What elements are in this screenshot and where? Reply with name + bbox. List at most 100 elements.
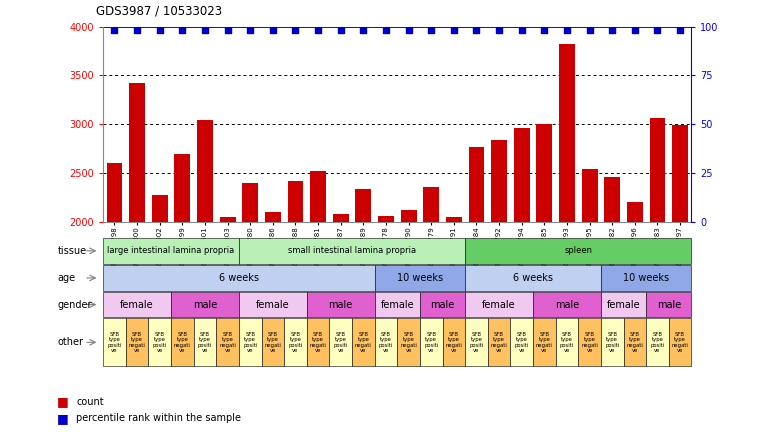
Bar [514,128,529,222]
Text: 6 weeks: 6 weeks [513,273,553,283]
Point [674,27,686,34]
Bar [106,163,122,222]
Text: 6 weeks: 6 weeks [219,273,259,283]
Text: female: female [120,300,154,309]
Bar [581,169,597,222]
Point [448,27,460,34]
Text: SFB
type
negati
ve: SFB type negati ve [581,332,598,353]
Bar [242,183,258,222]
Text: gender: gender [57,300,92,309]
Text: SFB
type
positi
ve: SFB type positi ve [243,332,257,353]
Bar [627,202,643,222]
Point [629,27,641,34]
Point [425,27,437,34]
Text: male: male [430,300,455,309]
Point [335,27,347,34]
Text: SFB
type
positi
ve: SFB type positi ve [153,332,167,353]
Bar [491,140,507,222]
Bar [287,181,303,222]
Text: SFB
type
negati
ve: SFB type negati ve [400,332,417,353]
Bar [197,120,213,222]
Text: SFB
type
positi
ve: SFB type positi ve [650,332,665,353]
Text: SFB
type
positi
ve: SFB type positi ve [469,332,484,353]
Bar [355,189,371,222]
Text: male: male [193,300,217,309]
Bar [152,194,167,222]
Text: SFB
type
negati
ve: SFB type negati ve [536,332,553,353]
Bar [446,217,461,222]
Text: spleen: spleen [565,246,592,255]
Text: male: male [329,300,353,309]
Point [267,27,279,34]
Text: SFB
type
positi
ve: SFB type positi ve [379,332,393,353]
Point [199,27,211,34]
Bar [378,216,394,222]
Point [108,27,121,34]
Text: SFB
type
positi
ve: SFB type positi ve [107,332,121,353]
Text: SFB
type
negati
ve: SFB type negati ve [672,332,688,353]
Text: female: female [380,300,414,309]
Text: SFB
type
positi
ve: SFB type positi ve [424,332,439,353]
Point [539,27,551,34]
Point [176,27,189,34]
Text: female: female [607,300,640,309]
Text: male: male [555,300,579,309]
Text: SFB
type
positi
ve: SFB type positi ve [288,332,303,353]
Text: SFB
type
negati
ve: SFB type negati ve [626,332,643,353]
Text: SFB
type
positi
ve: SFB type positi ve [514,332,529,353]
Bar [536,124,552,222]
Point [154,27,166,34]
Text: female: female [256,300,290,309]
Point [584,27,596,34]
Point [244,27,257,34]
Point [403,27,415,34]
Point [358,27,370,34]
Bar [310,171,326,222]
Text: GDS3987 / 10533023: GDS3987 / 10533023 [96,5,222,18]
Text: ■: ■ [57,395,69,408]
Point [652,27,664,34]
Bar [672,125,688,222]
Text: count: count [76,397,104,407]
Text: other: other [57,337,83,347]
Point [493,27,505,34]
Text: SFB
type
positi
ve: SFB type positi ve [560,332,575,353]
Bar [468,147,484,222]
Bar [649,119,665,222]
Text: ■: ■ [57,412,69,425]
Text: SFB
type
negati
ve: SFB type negati ve [445,332,462,353]
Bar [265,212,280,222]
Text: percentile rank within the sample: percentile rank within the sample [76,413,241,423]
Text: SFB
type
negati
ve: SFB type negati ve [219,332,236,353]
Point [471,27,483,34]
Text: SFB
type
positi
ve: SFB type positi ve [605,332,620,353]
Text: SFB
type
negati
ve: SFB type negati ve [264,332,281,353]
Bar [400,210,416,222]
Bar [129,83,145,222]
Point [312,27,324,34]
Point [222,27,234,34]
Bar [220,217,235,222]
Text: 10 weeks: 10 weeks [623,273,669,283]
Text: SFB
type
negati
ve: SFB type negati ve [174,332,191,353]
Text: age: age [57,273,76,283]
Text: female: female [482,300,516,309]
Bar [423,187,439,222]
Text: small intestinal lamina propria: small intestinal lamina propria [288,246,416,255]
Bar [604,177,620,222]
Text: tissue: tissue [57,246,86,256]
Text: SFB
type
negati
ve: SFB type negati ve [128,332,145,353]
Point [606,27,618,34]
Text: SFB
type
positi
ve: SFB type positi ve [198,332,212,353]
Bar [333,214,348,222]
Bar [559,44,575,222]
Text: SFB
type
negati
ve: SFB type negati ve [355,332,372,353]
Point [290,27,302,34]
Point [131,27,143,34]
Text: SFB
type
negati
ve: SFB type negati ve [309,332,326,353]
Point [516,27,528,34]
Text: SFB
type
negati
ve: SFB type negati ve [490,332,507,353]
Text: male: male [657,300,681,309]
Text: 10 weeks: 10 weeks [397,273,443,283]
Point [561,27,573,34]
